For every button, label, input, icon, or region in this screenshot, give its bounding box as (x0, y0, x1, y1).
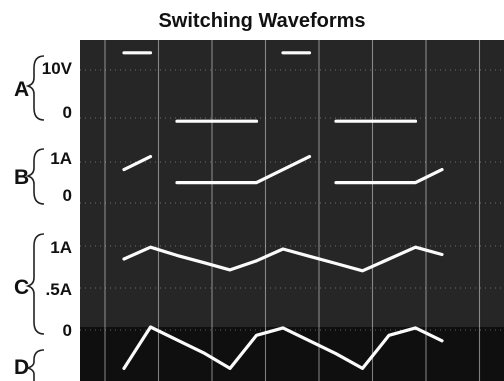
channel-b-name: B (14, 166, 29, 189)
channel-a-brace (25, 55, 45, 121)
channel-b-trace (122, 155, 444, 185)
channel-c-trace (122, 245, 444, 273)
channel-c-name: C (14, 276, 29, 299)
channel-c-brace (25, 233, 45, 335)
screen-background (80, 40, 504, 381)
channel-c-labels: C 1A .5A 0 (14, 233, 72, 340)
channel-c-tick-label: .5A (46, 280, 72, 299)
channel-a-name: A (14, 78, 29, 101)
channel-d-brace (25, 349, 45, 381)
channel-d-trace (122, 325, 444, 370)
waveform-traces (122, 53, 444, 370)
channel-b-brace (25, 148, 45, 205)
scope-screen (80, 40, 504, 381)
chart-title: Switching Waveforms (158, 10, 365, 32)
channel-d-name: D (14, 356, 29, 379)
channel-a-labels: A 10V 0 (14, 55, 73, 122)
channel-a-tick-label: 0 (63, 103, 72, 122)
channel-b-labels: B 1A 0 (14, 148, 72, 205)
channel-d-labels: D (14, 349, 45, 381)
channel-c-tick-label: 1A (50, 238, 72, 257)
channel-b-tick-label: 1A (50, 149, 72, 168)
channel-b-tick-label: 0 (63, 186, 72, 205)
channel-a-tick-label: 10V (42, 59, 73, 78)
channel-c-tick-label: 0 (63, 321, 72, 340)
